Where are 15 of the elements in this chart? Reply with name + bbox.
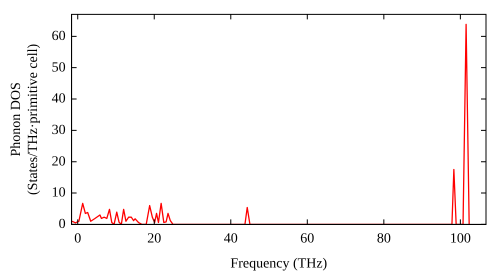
x-tick-label: 60: [300, 231, 314, 246]
y-tick-label: 20: [52, 154, 66, 170]
x-tick-label: 40: [224, 231, 238, 246]
x-tick-label: 20: [147, 231, 162, 246]
x-tick-label: 80: [376, 231, 391, 246]
y-tick-label: 50: [52, 60, 66, 76]
x-axis-title: Frequency (THz): [230, 256, 328, 272]
y-tick-label: 10: [52, 186, 66, 201]
y-tick-label: 40: [52, 92, 66, 107]
y-tick-label: 30: [52, 123, 66, 138]
y-tick-label: 60: [52, 29, 66, 44]
x-tick-label: 100: [450, 231, 471, 246]
y-tick-label: 0: [58, 217, 66, 232]
x-tick-label: 0: [74, 231, 82, 246]
y-axis-title: Phonon DOS (States/THz·primitive cell): [9, 43, 41, 196]
